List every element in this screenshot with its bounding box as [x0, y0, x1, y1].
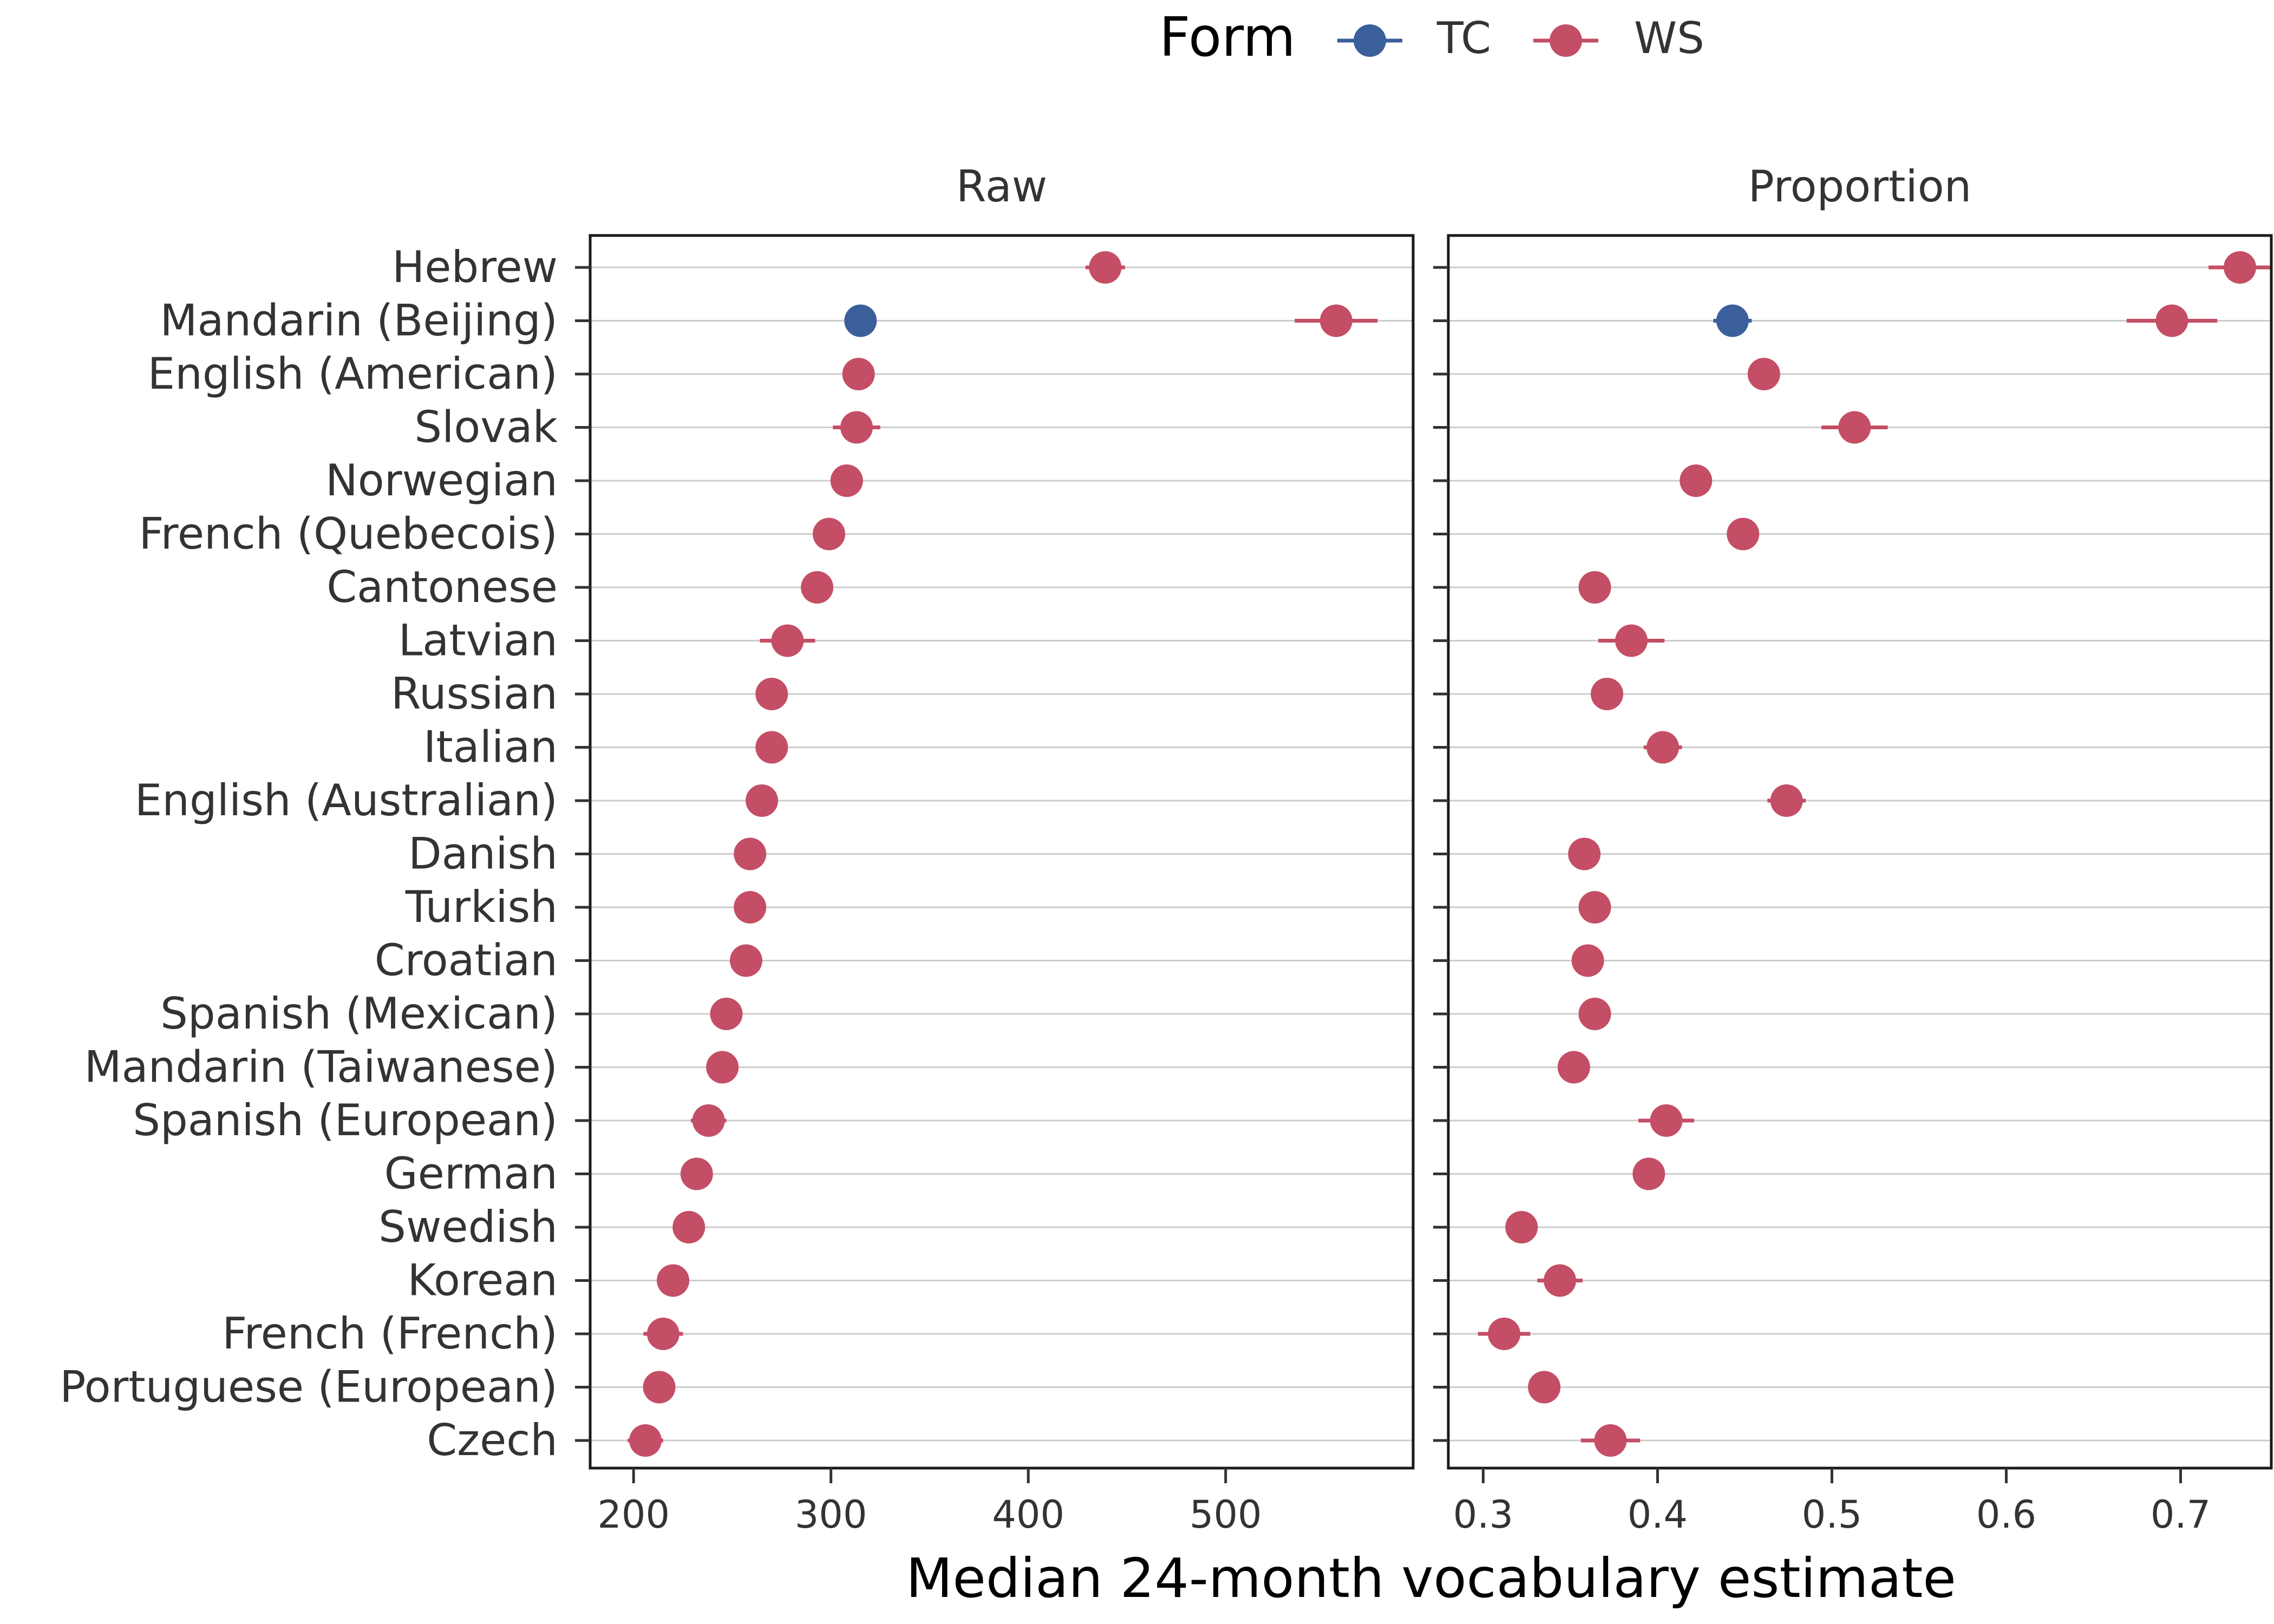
- facet-proportion: Proportion 0.3 0.4 0.5 0.6 0.7: [1433, 161, 2273, 1537]
- data-point-proportion-english-american-ws: [1747, 358, 1780, 390]
- y-label-english-australian: English (Australian): [135, 775, 558, 826]
- x-tick-label-raw-2: 400: [992, 1492, 1064, 1537]
- data-point-raw-czech-ws: [629, 1424, 662, 1457]
- legend-key-ws-point: [1550, 24, 1582, 57]
- x-tick-label-proportion-1: 0.4: [1628, 1492, 1688, 1537]
- data-point-raw-norwegian-ws: [830, 464, 863, 497]
- data-point-proportion-spanish-european-ws: [1650, 1104, 1683, 1137]
- legend: Form TC WS: [1159, 5, 1704, 69]
- y-label-cantonese: Cantonese: [326, 562, 558, 612]
- data-point-raw-croatian-ws: [729, 944, 762, 977]
- y-label-turkish: Turkish: [405, 882, 558, 932]
- data-point-proportion-mandarin-beijing-ws: [2155, 304, 2188, 337]
- data-point-raw-slovak-ws: [840, 411, 873, 444]
- data-point-raw-danish-ws: [734, 837, 767, 870]
- data-point-raw-mandarin-beijing-tc: [844, 304, 877, 337]
- y-label-slovak: Slovak: [414, 402, 558, 453]
- legend-entry-tc: TC: [1337, 13, 1491, 63]
- data-point-proportion-slovak-ws: [1838, 411, 1871, 444]
- y-label-french-french: French (French): [222, 1308, 558, 1359]
- legend-key-tc-point: [1354, 24, 1386, 57]
- facet-raw: Raw 200 300 400 500: [575, 161, 1415, 1537]
- y-label-italian: Italian: [423, 722, 558, 772]
- y-label-german: German: [384, 1149, 558, 1199]
- data-point-proportion-french-french-ws: [1488, 1318, 1521, 1350]
- data-point-raw-french-quebecois-ws: [813, 518, 846, 551]
- data-point-proportion-korean-ws: [1544, 1264, 1577, 1297]
- data-point-raw-french-french-ws: [646, 1318, 679, 1350]
- data-point-raw-korean-ws: [657, 1264, 690, 1297]
- data-point-raw-russian-ws: [755, 678, 788, 710]
- y-label-french-quebecois: French (Quebecois): [139, 509, 558, 559]
- y-label-portuguese-european: Portuguese (European): [60, 1362, 558, 1412]
- y-label-croatian: Croatian: [375, 935, 558, 986]
- x-tick-label-proportion-0: 0.3: [1453, 1492, 1513, 1537]
- x-axis-label: Median 24-month vocabulary estimate: [906, 1547, 1956, 1610]
- data-point-proportion-croatian-ws: [1571, 944, 1604, 977]
- data-point-raw-portuguese-european-ws: [643, 1371, 676, 1404]
- y-label-mandarin-taiwanese: Mandarin (Taiwanese): [84, 1042, 558, 1092]
- y-label-mandarin-beijing: Mandarin (Beijing): [160, 296, 558, 346]
- data-point-proportion-czech-ws: [1594, 1424, 1627, 1457]
- data-point-proportion-hebrew-ws: [2224, 251, 2257, 284]
- data-point-raw-english-american-ws: [842, 358, 875, 390]
- y-label-english-american: English (American): [148, 349, 558, 399]
- x-tick-label-raw-3: 500: [1190, 1492, 1262, 1537]
- x-tick-label-raw-0: 200: [597, 1492, 670, 1537]
- y-label-korean: Korean: [408, 1255, 558, 1306]
- data-point-raw-hebrew-ws: [1089, 251, 1122, 284]
- data-point-raw-latvian-ws: [771, 624, 804, 657]
- data-point-proportion-danish-ws: [1568, 837, 1601, 870]
- x-tick-label-proportion-4: 0.7: [2151, 1492, 2211, 1537]
- facet-title-proportion: Proportion: [1748, 161, 1972, 212]
- data-point-raw-english-australian-ws: [746, 784, 779, 817]
- data-point-proportion-latvian-ws: [1615, 624, 1648, 657]
- data-point-proportion-german-ws: [1632, 1157, 1665, 1190]
- x-tick-label-proportion-2: 0.5: [1802, 1492, 1862, 1537]
- data-point-raw-german-ws: [680, 1157, 713, 1190]
- y-label-norwegian: Norwegian: [325, 455, 558, 506]
- x-tick-label-proportion-3: 0.6: [1976, 1492, 2036, 1537]
- data-point-proportion-cantonese-ws: [1578, 571, 1611, 604]
- data-point-proportion-norwegian-ws: [1680, 464, 1713, 497]
- y-label-russian: Russian: [391, 669, 558, 719]
- legend-label-tc: TC: [1436, 13, 1491, 63]
- data-point-proportion-portuguese-european-ws: [1528, 1371, 1561, 1404]
- data-point-raw-mandarin-taiwanese-ws: [706, 1051, 739, 1084]
- data-point-proportion-mandarin-beijing-tc: [1716, 304, 1749, 337]
- y-label-swedish: Swedish: [378, 1202, 558, 1252]
- y-label-spanish-european: Spanish (European): [133, 1095, 558, 1145]
- facet-title-raw: Raw: [956, 161, 1047, 212]
- x-tick-label-raw-1: 300: [795, 1492, 867, 1537]
- y-label-hebrew: Hebrew: [392, 242, 558, 292]
- data-point-proportion-spanish-mexican-ws: [1578, 998, 1611, 1030]
- data-point-raw-turkish-ws: [734, 891, 767, 924]
- legend-label-ws: WS: [1634, 13, 1704, 63]
- data-point-raw-mandarin-beijing-ws: [1319, 304, 1352, 337]
- y-label-latvian: Latvian: [398, 615, 558, 666]
- panel-border-proportion: [1447, 234, 2273, 1470]
- data-point-proportion-swedish-ws: [1505, 1211, 1538, 1243]
- y-label-czech: Czech: [427, 1415, 558, 1465]
- data-point-proportion-russian-ws: [1591, 678, 1624, 710]
- legend-entry-ws: WS: [1533, 13, 1704, 63]
- data-point-raw-spanish-european-ws: [692, 1104, 725, 1137]
- data-point-raw-cantonese-ws: [801, 571, 834, 604]
- data-point-raw-swedish-ws: [672, 1211, 705, 1243]
- data-point-raw-italian-ws: [755, 731, 788, 764]
- data-point-proportion-turkish-ws: [1578, 891, 1611, 924]
- data-point-proportion-italian-ws: [1646, 731, 1680, 764]
- data-point-proportion-french-quebecois-ws: [1727, 518, 1760, 551]
- legend-title: Form: [1159, 5, 1296, 69]
- data-point-proportion-mandarin-taiwanese-ws: [1557, 1051, 1590, 1084]
- y-label-spanish-mexican: Spanish (Mexican): [160, 988, 558, 1039]
- plot-area: Raw 200 300 400 500 Proportion 0.3 0.4 0.5 0.6 0.7…: [60, 161, 2273, 1537]
- data-point-raw-spanish-mexican-ws: [710, 998, 743, 1030]
- y-label-danish: Danish: [408, 829, 558, 879]
- panel-border-raw: [589, 234, 1415, 1470]
- data-point-proportion-english-australian-ws: [1770, 784, 1803, 817]
